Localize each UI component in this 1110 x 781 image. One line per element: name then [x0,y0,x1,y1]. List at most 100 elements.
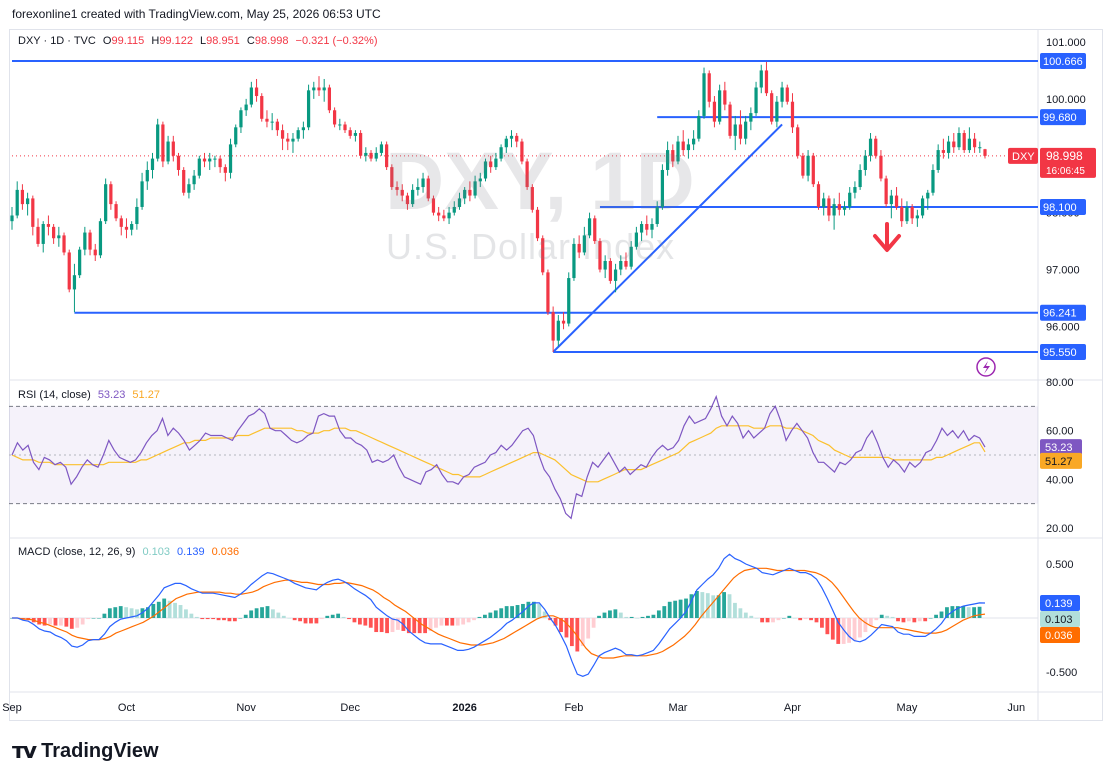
macd-histogram-bar [684,598,688,618]
candle-body [671,150,675,162]
time-tick-label: Feb [564,702,583,714]
level-price-label: 100.666 [1043,56,1083,68]
candle-body [764,70,769,94]
macd-histogram-bar [803,618,808,620]
macd-histogram-bar [124,607,129,618]
macd-histogram-bar [303,618,308,624]
candle-body [619,260,623,270]
overlay-layer [873,222,996,377]
candle [785,84,789,105]
rsi-line [11,394,986,520]
macd-title[interactable]: MACD (close, 12, 26, 9) [18,546,136,558]
candle [416,178,420,196]
candle [561,312,566,330]
macd-histogram-bar [417,618,422,634]
macd-histogram-bar [184,609,188,618]
candle-body [260,96,264,119]
candle-body [697,115,701,139]
candle [348,127,352,139]
symbol-legend[interactable]: DXY · 1D · TVC O99.115 H99.122 L98.951 C… [18,35,382,47]
macd-histogram-bar [314,618,319,624]
candle [10,206,14,230]
candle-body [197,158,201,176]
candle-body [790,101,795,128]
symbol-title[interactable]: DXY · 1D · TVC [18,35,96,47]
candle-body [338,124,342,126]
level-price-badge [1040,198,1086,215]
candle [20,184,25,210]
candle-body [676,141,680,162]
candle [837,192,841,216]
rsi-ma-line [11,425,986,483]
candle [442,209,446,222]
macd-histogram-bar [455,618,460,626]
candle [390,164,394,190]
macd-histogram-bar [847,618,852,643]
macd-histogram-bar [765,618,770,623]
candle [509,130,514,148]
candle [816,181,821,210]
macd-histogram-bar [912,618,917,623]
candle [541,235,545,276]
candle-body [598,241,602,270]
macd-histogram-bar [428,618,433,631]
macd-histogram-bar [787,615,792,618]
candle [697,110,701,142]
candle-body [234,127,238,145]
candle [327,84,332,114]
candle [525,158,529,190]
candle-body [681,141,685,151]
candle [130,221,134,236]
macd-legend[interactable]: MACD (close, 12, 26, 9) 0.103 0.139 0.03… [18,546,243,558]
candle-body [228,144,233,173]
rsi-legend[interactable]: RSI (14, close) 53.23 51.27 [18,389,164,401]
candle-body [359,133,363,156]
candle-body [811,155,815,185]
candle [577,235,581,259]
candle [707,70,711,108]
candle-body [98,221,103,256]
macd-histogram-bar [716,595,721,618]
candle [749,107,753,131]
level-price-badge [1040,304,1086,321]
low-value: 98.951 [206,35,240,47]
candle [197,155,201,179]
macd-histogram-bar [444,618,449,626]
candle-body [946,141,951,153]
tradingview-logo[interactable]: ᴛᴠ TradingView [12,739,159,764]
time-tick-label: Mar [669,702,688,714]
macd-histogram-bar [493,610,498,618]
macd-histogram-bar [385,618,389,634]
candle-body [20,189,25,205]
candle [962,130,966,153]
macd-histogram-bar [526,601,531,618]
candle [619,255,623,276]
candle-body [931,169,935,193]
macd-histogram-bar [629,616,634,618]
candle-body [400,189,404,196]
candle-body [130,224,134,230]
macd-histogram-bar [749,615,754,618]
candle-body [546,272,550,313]
candle-body [72,275,77,290]
candle [598,238,602,273]
macd-histogram-bar [439,618,444,626]
candle-body [728,104,732,136]
candle [359,130,363,159]
tradingview-brand: TradingView [41,740,159,762]
candle-body [57,235,61,239]
macd-histogram-bar [618,612,623,618]
macd-histogram-bar [928,618,933,619]
macd-histogram-bar [711,595,716,618]
candle [405,192,410,210]
low-label: L [200,35,207,47]
rsi-title[interactable]: RSI (14, close) [18,389,91,401]
candle-body [447,212,451,219]
macd-histogram-bar [678,599,683,618]
candle-body [374,152,378,159]
candle-body [46,224,51,227]
candle [915,209,919,227]
candle-body [327,87,332,111]
macd-histogram-bar [738,608,743,618]
